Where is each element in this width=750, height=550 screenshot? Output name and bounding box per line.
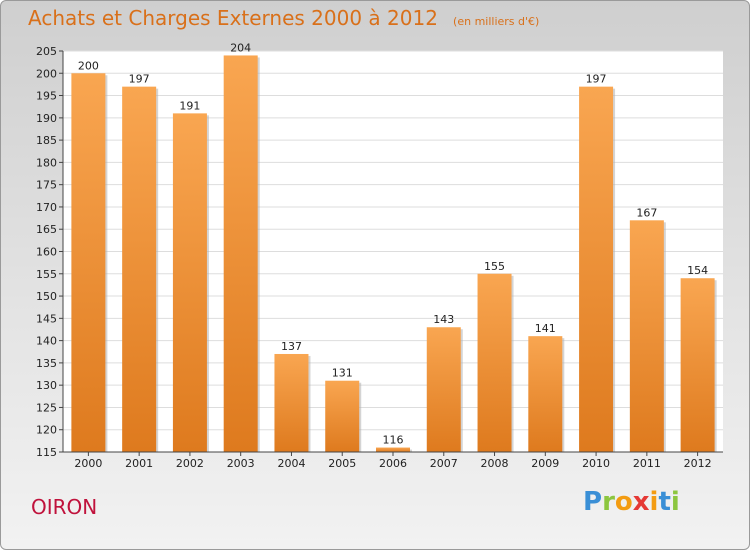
proxiti-logo[interactable]: Proxiti — [583, 487, 680, 517]
bars: 200 197 191 204 137 131 116 143 155 141 197 167 154 — [71, 41, 717, 453]
value-label: 191 — [179, 99, 200, 112]
y-tick-label: 130 — [36, 379, 57, 392]
value-label: 155 — [484, 260, 505, 273]
y-tick-label: 190 — [36, 112, 57, 125]
value-label: 167 — [636, 206, 657, 219]
y-tick-label: 125 — [36, 401, 57, 414]
title-row: Achats et Charges Externes 2000 à 2012 (… — [28, 6, 539, 30]
value-label: 197 — [586, 73, 607, 86]
y-tick-label: 205 — [36, 45, 57, 58]
value-label: 154 — [687, 264, 708, 277]
bar — [680, 278, 715, 452]
axes: 115 120 125 130 135 140 145 150 155 160 165 170 175 1… — [36, 45, 723, 470]
value-label: 137 — [281, 340, 302, 353]
x-tick-label: 2005 — [328, 457, 356, 470]
bar — [122, 86, 157, 453]
y-tick-label: 195 — [36, 90, 57, 103]
logo-letter: P — [583, 487, 603, 517]
bar — [477, 273, 512, 452]
x-tick-label: 2010 — [582, 457, 610, 470]
y-tick-label: 135 — [36, 357, 57, 370]
y-tick-label: 185 — [36, 134, 57, 147]
value-label: 141 — [535, 322, 556, 335]
town-name: OIRON — [31, 495, 98, 519]
y-tick-label: 155 — [36, 268, 57, 281]
value-label: 131 — [332, 367, 353, 380]
value-label: 204 — [230, 41, 251, 54]
y-tick-label: 180 — [36, 156, 57, 169]
x-tick-label: 2007 — [430, 457, 458, 470]
x-tick-label: 2003 — [227, 457, 255, 470]
chart-title: Achats et Charges Externes 2000 à 2012 — [28, 6, 438, 30]
logo-letter: i — [670, 487, 680, 517]
logo-letter: i — [649, 487, 659, 517]
x-tick-label: 2004 — [277, 457, 305, 470]
bar — [376, 447, 410, 452]
x-tick-label: 2011 — [633, 457, 661, 470]
x-tick-label: 2006 — [379, 457, 407, 470]
bar — [71, 73, 106, 453]
y-tick-label: 165 — [36, 223, 57, 236]
bar — [172, 113, 207, 452]
x-tick-label: 2000 — [74, 457, 102, 470]
logo-letter: t — [658, 487, 671, 517]
x-tick-label: 2001 — [125, 457, 153, 470]
logo-letter: x — [632, 487, 650, 517]
bar — [579, 86, 614, 453]
y-tick-label: 115 — [36, 446, 57, 459]
y-tick-label: 200 — [36, 67, 57, 80]
value-label: 143 — [433, 313, 454, 326]
value-label: 197 — [129, 73, 150, 86]
value-label: 200 — [78, 59, 99, 72]
x-tick-label: 2012 — [684, 457, 712, 470]
y-tick-label: 175 — [36, 179, 57, 192]
bar — [274, 353, 309, 452]
bar — [223, 55, 258, 452]
bar — [528, 336, 563, 452]
bar — [629, 220, 664, 452]
y-tick-label: 145 — [36, 312, 57, 325]
x-tick-label: 2008 — [481, 457, 509, 470]
value-label: 116 — [383, 434, 404, 447]
bar — [325, 380, 360, 452]
y-tick-label: 120 — [36, 424, 57, 437]
x-tick-label: 2002 — [176, 457, 204, 470]
y-tick-label: 170 — [36, 201, 57, 214]
y-tick-label: 150 — [36, 290, 57, 303]
x-tick-label: 2009 — [531, 457, 559, 470]
y-tick-label: 160 — [36, 246, 57, 259]
logo-letter: o — [614, 487, 633, 517]
chart-subtitle: (en milliers d'€) — [453, 15, 540, 28]
logo-letter: r — [602, 487, 615, 517]
y-tick-label: 140 — [36, 335, 57, 348]
bar — [426, 327, 461, 452]
